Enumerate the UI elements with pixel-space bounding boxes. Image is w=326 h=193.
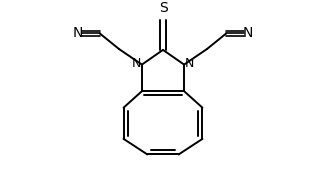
- Text: N: N: [185, 57, 194, 70]
- Text: N: N: [243, 26, 253, 40]
- Text: N: N: [132, 57, 141, 70]
- Text: N: N: [73, 26, 83, 40]
- Text: S: S: [159, 1, 167, 15]
